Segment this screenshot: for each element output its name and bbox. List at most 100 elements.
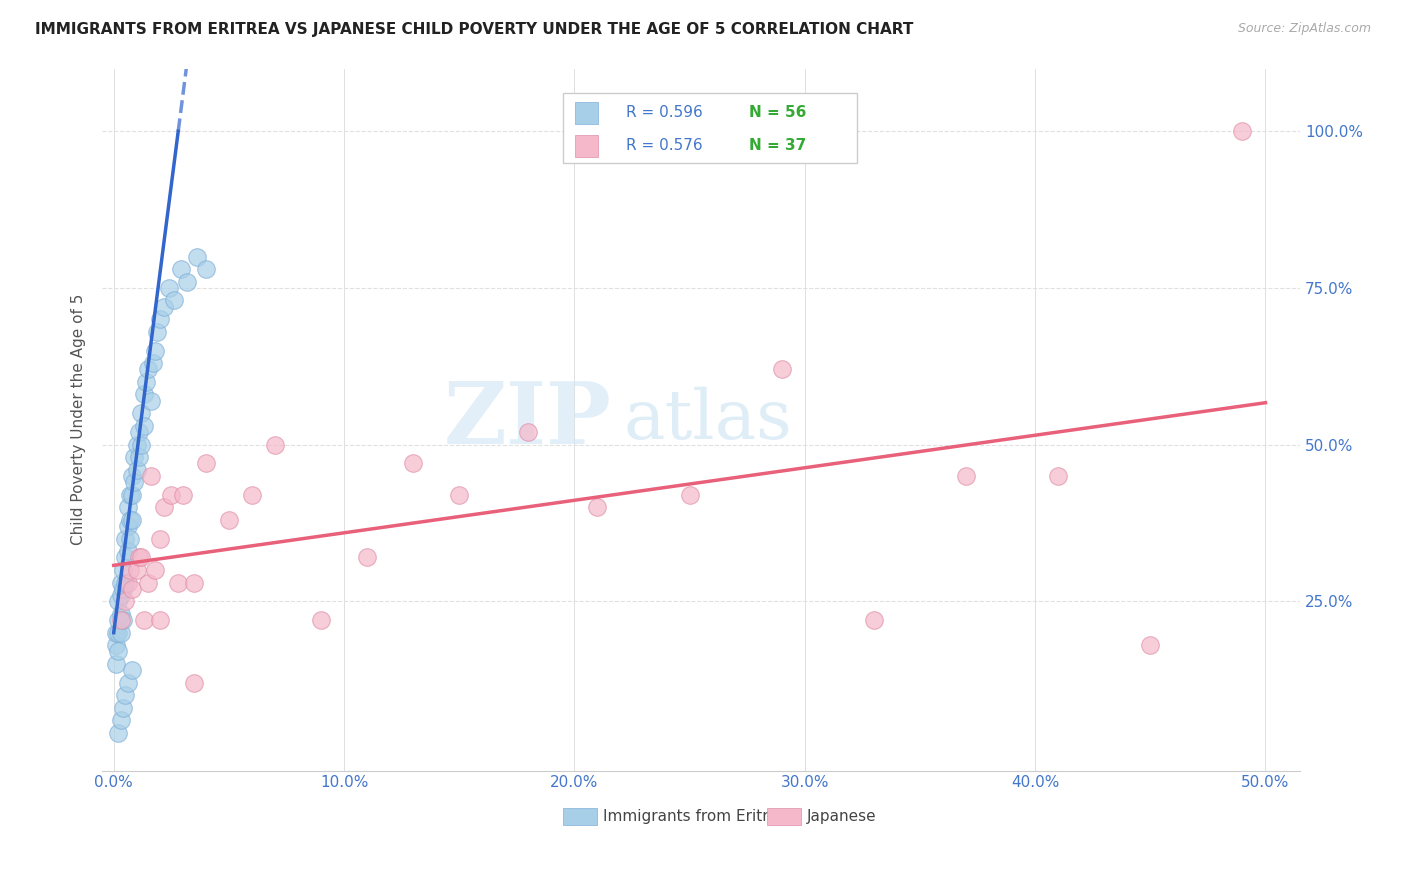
Point — [160, 488, 183, 502]
Bar — [575, 102, 599, 124]
Point — [114, 575, 136, 590]
Point — [146, 325, 169, 339]
Point — [149, 613, 172, 627]
Point — [153, 500, 176, 515]
Point — [194, 262, 217, 277]
Point — [517, 425, 540, 439]
Point — [110, 714, 132, 728]
Point — [105, 638, 128, 652]
Point — [110, 588, 132, 602]
Point — [117, 519, 139, 533]
Point — [143, 343, 166, 358]
Point — [183, 575, 205, 590]
Point — [118, 488, 141, 502]
Point — [110, 575, 132, 590]
Point — [121, 469, 143, 483]
Text: Source: ZipAtlas.com: Source: ZipAtlas.com — [1237, 22, 1371, 36]
Point — [139, 393, 162, 408]
Point — [114, 689, 136, 703]
Point — [110, 625, 132, 640]
Point — [117, 500, 139, 515]
Point — [128, 425, 150, 439]
Point — [132, 387, 155, 401]
Point — [125, 437, 148, 451]
Text: Immigrants from Eritrea: Immigrants from Eritrea — [603, 809, 787, 823]
Bar — [564, 93, 856, 163]
Point — [117, 544, 139, 558]
Point — [167, 575, 190, 590]
Point — [135, 375, 157, 389]
Y-axis label: Child Poverty Under the Age of 5: Child Poverty Under the Age of 5 — [72, 293, 86, 545]
Point — [149, 532, 172, 546]
Point — [121, 488, 143, 502]
Point — [131, 437, 153, 451]
Point — [131, 550, 153, 565]
Point — [186, 250, 208, 264]
Point — [356, 550, 378, 565]
Point — [105, 625, 128, 640]
Point — [114, 550, 136, 565]
Point — [172, 488, 194, 502]
Point — [114, 594, 136, 608]
Point — [107, 644, 129, 658]
Point — [586, 500, 609, 515]
Point — [125, 463, 148, 477]
Bar — [575, 135, 599, 157]
Point — [1047, 469, 1070, 483]
Text: R = 0.576: R = 0.576 — [626, 138, 702, 153]
Point — [121, 513, 143, 527]
Point — [143, 563, 166, 577]
Text: Japanese: Japanese — [807, 809, 876, 823]
Point — [111, 582, 134, 596]
Point — [142, 356, 165, 370]
Point — [117, 575, 139, 590]
Point — [131, 406, 153, 420]
Text: IMMIGRANTS FROM ERITREA VS JAPANESE CHILD POVERTY UNDER THE AGE OF 5 CORRELATION: IMMIGRANTS FROM ERITREA VS JAPANESE CHIL… — [35, 22, 914, 37]
Point — [118, 563, 141, 577]
Point — [240, 488, 263, 502]
Point — [264, 437, 287, 451]
Point — [111, 563, 134, 577]
Point — [863, 613, 886, 627]
Point — [114, 532, 136, 546]
Point — [149, 312, 172, 326]
Text: N = 37: N = 37 — [749, 138, 806, 153]
Point — [1232, 124, 1254, 138]
Point — [309, 613, 332, 627]
Point — [107, 726, 129, 740]
Point — [121, 663, 143, 677]
Point — [107, 625, 129, 640]
Point — [121, 582, 143, 596]
Point — [194, 457, 217, 471]
Bar — [564, 808, 598, 824]
Point — [118, 513, 141, 527]
Point — [153, 300, 176, 314]
Point — [402, 457, 425, 471]
Point — [955, 469, 977, 483]
Point — [128, 450, 150, 465]
Point — [169, 262, 191, 277]
Point — [449, 488, 471, 502]
Point — [132, 418, 155, 433]
Point — [770, 362, 793, 376]
Point — [111, 701, 134, 715]
Point — [128, 550, 150, 565]
Point — [118, 532, 141, 546]
Text: atlas: atlas — [623, 386, 792, 453]
Point — [157, 281, 180, 295]
Point — [111, 613, 134, 627]
Point — [107, 594, 129, 608]
Point — [139, 469, 162, 483]
Point — [1139, 638, 1161, 652]
Text: R = 0.596: R = 0.596 — [626, 105, 703, 120]
Point — [117, 676, 139, 690]
Point — [125, 563, 148, 577]
Point — [110, 613, 132, 627]
Point — [678, 488, 700, 502]
Point — [136, 575, 159, 590]
Point — [124, 450, 146, 465]
Point — [176, 275, 198, 289]
Point — [136, 362, 159, 376]
Point — [218, 513, 240, 527]
Text: ZIP: ZIP — [443, 377, 612, 461]
